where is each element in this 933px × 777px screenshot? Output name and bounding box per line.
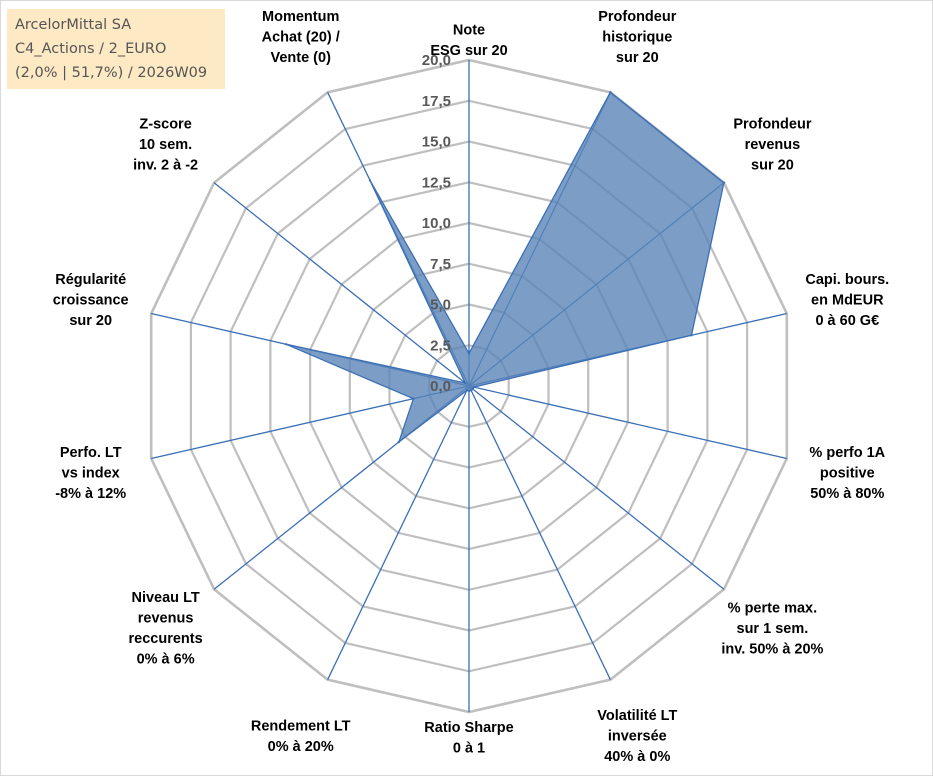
tick-label: 2,5 (430, 337, 451, 354)
series-point (690, 334, 693, 337)
axis-label-line: Volatilité LT (597, 708, 677, 724)
info-title: ArcelorMittal SA (15, 17, 132, 33)
axis-label-line: inv. 2 à -2 (133, 158, 198, 174)
series-point (469, 389, 473, 392)
axis-spoke (468, 385, 611, 680)
tick-label: 12,5 (422, 174, 451, 191)
axis-label-line: en MdEUR (811, 293, 884, 309)
series-point (397, 440, 401, 444)
axis-label-line: Rendement LT (251, 718, 351, 734)
axis-label: Ratio Sharpe 0 à 1 (424, 720, 513, 757)
tick-label: 17,5 (422, 93, 451, 110)
axis-label: Niveau LT revenus reccurents 0% à 6% (129, 590, 203, 668)
series-point (465, 389, 469, 392)
axis-label-line: Perfo. LT (60, 445, 122, 461)
axis-label-line: sur 1 sem. (737, 621, 809, 637)
axis-label-line: Momentum (262, 9, 339, 25)
tick-layer: 0,0 2,5 5,0 7,5 10,0 12,5 15,0 17,5 20,0 (422, 52, 451, 395)
tick-label: 10,0 (422, 215, 451, 232)
axis-label-line: 0 à 1 (453, 741, 485, 757)
tick-label: 5,0 (430, 297, 451, 314)
axis-label: Note ESG sur 20 (430, 23, 507, 60)
axis-label-line: 10 sem. (139, 137, 192, 153)
axis-label: Volatilité LT inversée 40% à 0% (597, 708, 677, 765)
axis-label-line: % perfo 1A (809, 445, 885, 461)
axis-label-line: sur 20 (751, 158, 794, 174)
axis-label: Profondeur historique sur 20 (598, 9, 676, 66)
info-category: C4_Actions / 2_EURO (15, 41, 167, 57)
series-point (467, 389, 471, 393)
series-area (285, 91, 725, 444)
axis-label-line: 0 à 60 G€ (815, 313, 879, 329)
axis-label: Momentum Achat (20) / Vente (0) (262, 9, 340, 66)
axis-label-line: 50% à 80% (810, 486, 884, 502)
axis-label-line: revenus (745, 137, 801, 153)
axis-label-line: sur 20 (616, 50, 659, 66)
series-point (285, 343, 288, 346)
series-point (467, 352, 471, 355)
series-point (472, 385, 475, 389)
axis-label-line: Régularité (55, 272, 126, 288)
axis-label-line: 40% à 0% (604, 749, 670, 765)
series-point (722, 181, 726, 184)
axis-label-line: -8% à 12% (55, 486, 126, 502)
axis-label: Perfo. LT vs index -8% à 12% (55, 445, 126, 502)
tick-label: 20,0 (422, 52, 451, 69)
axis-label-line: reccurents (129, 631, 203, 647)
axis-label-line: sur 20 (69, 313, 112, 329)
series-point (464, 381, 467, 385)
tick-label: 0,0 (430, 378, 451, 395)
axis-label-line: revenus (138, 611, 194, 627)
tick-label: 15,0 (422, 134, 451, 151)
axis-label: Rendement LT 0% à 20% (251, 718, 351, 755)
axis-label-line: Note (453, 23, 485, 39)
axis-label-line: 0% à 20% (268, 739, 334, 755)
series-point (609, 91, 612, 94)
axis-label: % perte max. sur 1 sem. inv. 50% à 20% (721, 600, 823, 657)
axis-label-line: Vente (0) (270, 50, 331, 66)
axis-label-line: inv. 50% à 20% (721, 641, 823, 657)
axis-label-line: Niveau LT (131, 590, 199, 606)
axis-spoke (327, 385, 470, 680)
axis-label-line: Profondeur (598, 9, 676, 25)
axis-label: Régularité croissance sur 20 (53, 272, 129, 329)
axis-label: % perfo 1A positive 50% à 80% (809, 445, 885, 502)
axis-label: Profondeur revenus sur 20 (733, 117, 811, 174)
area-layer (285, 91, 726, 444)
axis-label-line: ESG sur 20 (430, 43, 507, 59)
axis-label-line: Achat (20) / (262, 29, 340, 45)
series-point (412, 397, 415, 400)
axis-label-line: historique (602, 29, 672, 45)
axis-spoke (468, 385, 787, 460)
axis-label: Capi. bours. en MdEUR 0 à 60 G€ (805, 272, 889, 329)
axis-label: Z-score 10 sem. inv. 2 à -2 (133, 117, 198, 174)
axis-label-line: croissance (53, 293, 129, 309)
series-point (368, 179, 372, 182)
axis-label-line: Ratio Sharpe (424, 720, 513, 736)
axis-label-line: positive (820, 465, 875, 481)
info-box: ArcelorMittal SA C4_Actions / 2_EURO (2,… (7, 9, 225, 89)
info-stats: (2,0% | 51,7%) / 2026W09 (15, 65, 208, 81)
axis-label-line: inversée (608, 729, 667, 745)
axis-label-line: Capi. bours. (805, 272, 889, 288)
label-layer: Note ESG sur 20 Profondeur historique sur 20… (53, 9, 889, 765)
axis-spoke (213, 182, 470, 387)
axis-label-line: % perte max. (728, 600, 817, 616)
series-point (471, 387, 474, 391)
axis-label-line: vs index (62, 465, 120, 481)
axis-label-line: Profondeur (733, 117, 811, 133)
axis-label-line: 0% à 6% (137, 652, 195, 668)
axis-spoke (468, 385, 725, 590)
axis-label-line: Z-score (139, 117, 191, 133)
tick-label: 7,5 (430, 256, 451, 273)
